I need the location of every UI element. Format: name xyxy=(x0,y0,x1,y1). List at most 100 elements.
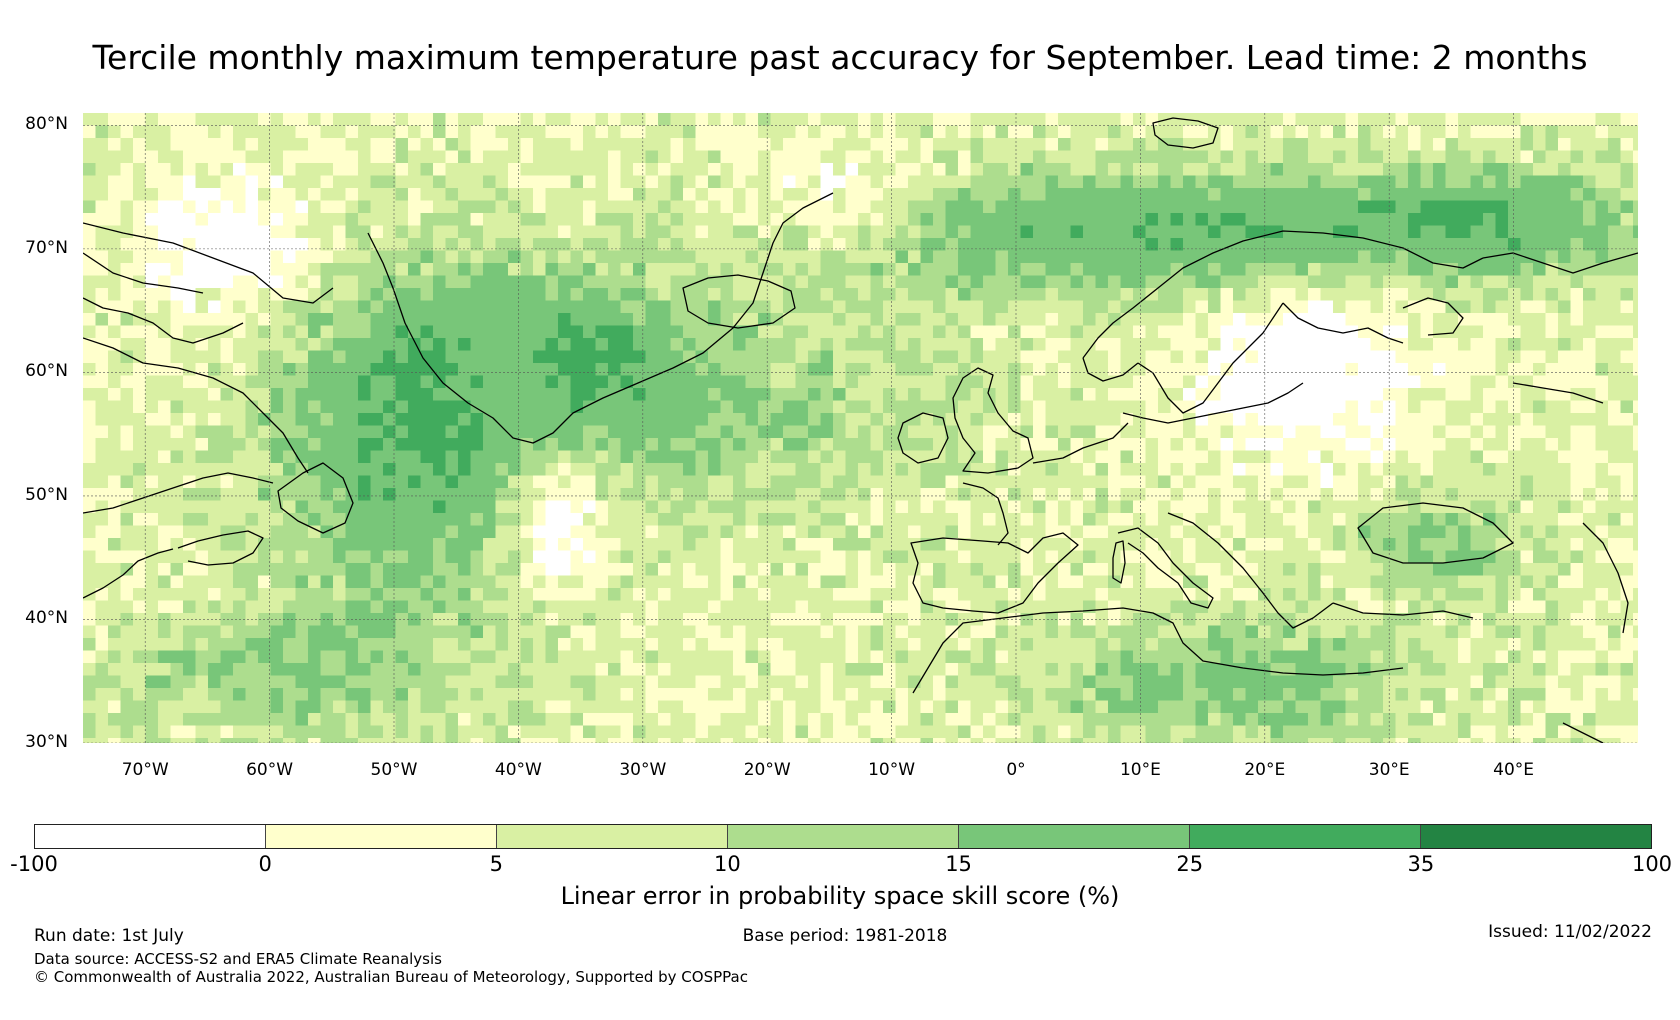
skill-cell xyxy=(333,213,346,226)
skill-cell xyxy=(1058,425,1071,439)
skill-cell xyxy=(733,425,746,439)
skill-cell xyxy=(658,263,671,276)
skill-cell xyxy=(895,500,909,514)
skill-cell xyxy=(895,463,909,476)
skill-cell xyxy=(870,188,884,201)
skill-cell xyxy=(1295,450,1309,464)
skill-cell xyxy=(1445,250,1459,264)
skill-cell xyxy=(1633,263,1638,276)
skill-cell xyxy=(320,363,334,376)
skill-cell xyxy=(583,313,596,326)
skill-cell xyxy=(1358,313,1371,326)
skill-cell xyxy=(1420,525,1434,539)
skill-cell xyxy=(1395,175,1409,189)
skill-cell xyxy=(495,438,509,451)
skill-cell xyxy=(445,588,459,601)
skill-cell xyxy=(233,138,246,151)
skill-cell xyxy=(108,113,121,126)
skill-cell xyxy=(145,350,159,364)
skill-cell xyxy=(1070,513,1084,526)
skill-cell xyxy=(433,400,446,414)
skill-cell xyxy=(558,238,571,251)
skill-cell xyxy=(320,338,334,351)
skill-cell xyxy=(720,338,734,351)
skill-cell xyxy=(820,600,834,614)
skill-cell xyxy=(1370,200,1384,214)
skill-cell xyxy=(958,575,971,589)
skill-cell xyxy=(333,350,346,364)
skill-cell xyxy=(1245,225,1259,239)
skill-cell xyxy=(758,363,771,376)
skill-cell xyxy=(995,225,1009,239)
skill-cell xyxy=(745,550,759,564)
skill-cell xyxy=(320,388,334,401)
skill-cell xyxy=(1458,588,1471,601)
skill-cell xyxy=(683,500,696,514)
skill-cell xyxy=(1120,363,1134,376)
skill-cell xyxy=(770,200,784,214)
skill-cell xyxy=(570,375,584,389)
skill-cell xyxy=(1220,313,1234,326)
skill-cell xyxy=(83,463,96,476)
skill-cell xyxy=(983,225,996,239)
skill-cell xyxy=(983,125,996,139)
skill-cell xyxy=(1308,150,1321,164)
skill-cell xyxy=(208,213,221,226)
skill-cell xyxy=(308,313,321,326)
skill-cell xyxy=(608,225,621,239)
skill-cell xyxy=(1008,350,1021,364)
skill-cell xyxy=(445,138,459,151)
skill-cell xyxy=(1083,425,1096,439)
skill-cell xyxy=(1033,413,1046,426)
skill-cell xyxy=(1383,513,1396,526)
skill-cell xyxy=(1470,188,1484,201)
skill-cell xyxy=(333,338,346,351)
skill-cell xyxy=(383,363,396,376)
skill-cell xyxy=(1270,388,1284,401)
skill-cell xyxy=(1208,163,1221,176)
skill-cell xyxy=(1058,150,1071,164)
skill-cell xyxy=(1183,363,1196,376)
skill-cell xyxy=(1158,475,1171,489)
skill-cell xyxy=(1145,138,1159,151)
skill-cell xyxy=(95,213,109,226)
skill-cell xyxy=(595,425,609,439)
skill-cell xyxy=(608,175,621,189)
skill-cell xyxy=(233,175,246,189)
skill-cell xyxy=(1233,213,1246,226)
skill-cell xyxy=(333,388,346,401)
skill-cell xyxy=(1145,375,1159,389)
skill-cell xyxy=(183,350,196,364)
skill-cell xyxy=(595,250,609,264)
skill-cell xyxy=(933,425,946,439)
skill-cell xyxy=(583,150,596,164)
skill-cell xyxy=(595,513,609,526)
skill-cell xyxy=(708,325,721,339)
skill-cell xyxy=(233,513,246,526)
skill-cell xyxy=(1195,475,1209,489)
skill-cell xyxy=(295,113,309,126)
skill-cell xyxy=(620,225,634,239)
skill-cell xyxy=(1170,175,1184,189)
skill-cell xyxy=(1283,125,1296,139)
skill-cell xyxy=(208,275,221,289)
skill-cell xyxy=(108,250,121,264)
skill-cell xyxy=(1533,563,1546,576)
skill-cell xyxy=(95,388,109,401)
skill-cell xyxy=(470,213,484,226)
skill-cell xyxy=(1283,313,1296,326)
skill-cell xyxy=(745,138,759,151)
skill-cell xyxy=(1558,138,1571,151)
skill-cell xyxy=(1070,463,1084,476)
skill-cell xyxy=(1545,325,1559,339)
skill-cell xyxy=(383,550,396,564)
skill-cell xyxy=(645,138,659,151)
skill-cell xyxy=(733,513,746,526)
skill-cell xyxy=(1345,338,1359,351)
skill-cell xyxy=(320,475,334,489)
skill-cell xyxy=(908,113,921,126)
skill-cell xyxy=(395,138,409,151)
skill-cell xyxy=(1545,238,1559,251)
skill-cell xyxy=(220,125,234,139)
skill-cell xyxy=(1208,363,1221,376)
